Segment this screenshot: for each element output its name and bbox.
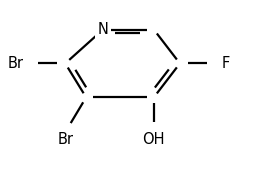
Text: Br: Br (8, 56, 24, 71)
Text: OH: OH (143, 132, 165, 147)
Text: Br: Br (57, 132, 73, 147)
Text: F: F (222, 56, 230, 71)
Text: N: N (98, 22, 109, 37)
